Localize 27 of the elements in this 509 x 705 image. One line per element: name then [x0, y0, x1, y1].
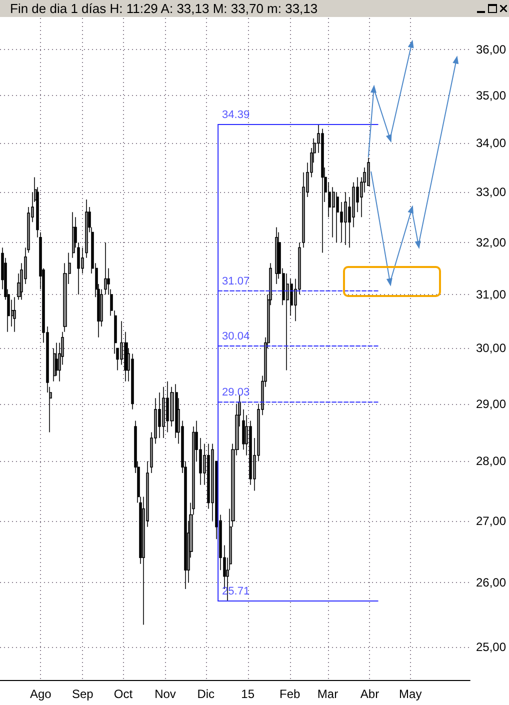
x-tick-label: Abr — [360, 687, 380, 701]
y-tick-label: 26,00 — [476, 576, 506, 590]
y-tick-label: 35,00 — [476, 88, 506, 103]
annotation: 30.04 — [222, 330, 250, 343]
x-tick-label: Nov — [154, 687, 176, 701]
x-tick-label: Oct — [114, 687, 134, 701]
y-tick-label: 31,00 — [476, 288, 506, 302]
annotation: 34.39 — [222, 109, 250, 121]
y-tick-label: 25,00 — [476, 640, 506, 654]
y-tick-label: 34,00 — [476, 136, 506, 150]
y-tick-label: 36,00 — [476, 42, 506, 57]
y-tick-label: 29,00 — [476, 396, 506, 411]
annotation: 29.03 — [222, 386, 250, 399]
y-tick-label: 30,00 — [476, 341, 506, 356]
x-tick-label: 15 — [241, 687, 255, 701]
y-tick-label: 33,00 — [476, 185, 506, 200]
y-tick-label: 28,00 — [476, 454, 506, 468]
x-tick-label: Mar — [317, 687, 338, 701]
chart-title: Fin de dia 1 días H: 11:29 A: 33,13 M: 33,70 m: 33,13 — [0, 0, 509, 17]
y-tick-label: 27,00 — [476, 514, 506, 528]
x-tick-label: May — [399, 687, 422, 701]
x-tick-label: Sep — [72, 687, 94, 701]
x-tick-label: Feb — [279, 687, 300, 701]
x-tick-label: Ago — [30, 687, 52, 701]
y-tick-label: 32,00 — [476, 236, 506, 250]
annotation: 31.07 — [222, 275, 250, 288]
x-tick-label: Dic — [197, 687, 215, 701]
